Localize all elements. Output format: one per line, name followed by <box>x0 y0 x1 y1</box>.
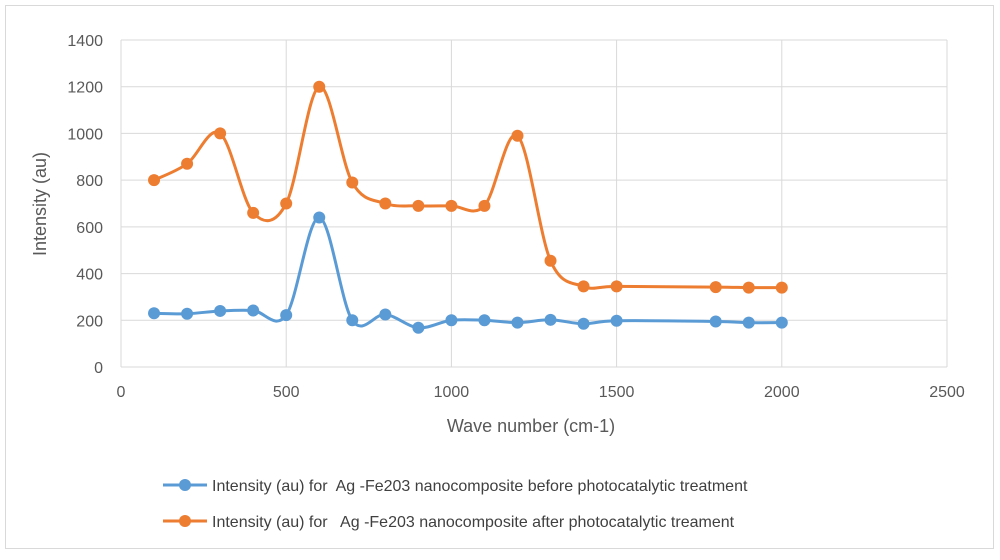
data-point <box>709 315 722 328</box>
data-point <box>610 314 623 327</box>
data-point <box>478 314 491 327</box>
data-point <box>412 199 425 212</box>
data-point <box>775 281 788 294</box>
data-point <box>709 281 722 294</box>
data-point <box>313 80 326 93</box>
data-point <box>577 280 590 293</box>
legend-marker-before <box>179 479 191 491</box>
data-point <box>478 199 491 212</box>
y-tick-label: 400 <box>76 267 103 284</box>
data-point <box>379 308 392 321</box>
y-axis-title: Intensity (au) <box>30 152 50 256</box>
data-point <box>445 314 458 327</box>
data-point <box>742 316 755 329</box>
data-point <box>412 321 425 334</box>
x-tick-label: 500 <box>273 384 300 401</box>
x-tick-label: 2500 <box>929 384 965 401</box>
y-tick-labels: 0 200 400 600 800 1000 1200 1400 <box>67 33 103 377</box>
data-point <box>280 309 293 322</box>
data-point <box>379 197 392 210</box>
legend-marker-after <box>179 515 191 527</box>
data-point <box>280 197 293 210</box>
data-point <box>346 176 359 189</box>
legend: Intensity (au) for Ag -Fe203 nanocomposi… <box>163 478 748 531</box>
data-point <box>181 157 194 170</box>
data-point <box>511 316 524 329</box>
data-point <box>214 127 227 140</box>
legend-label-after: Intensity (au) for Ag -Fe203 nanocomposi… <box>212 514 735 531</box>
data-point <box>544 313 557 326</box>
data-point <box>544 254 557 267</box>
data-point <box>610 280 623 293</box>
y-tick-label: 1200 <box>67 80 103 97</box>
series-line-1 <box>153 85 782 290</box>
data-point <box>346 314 359 327</box>
data-point <box>148 174 161 187</box>
gridlines <box>120 39 948 368</box>
y-tick-label: 200 <box>76 313 103 330</box>
y-tick-label: 1000 <box>67 126 103 143</box>
data-point <box>511 129 524 142</box>
data-point <box>577 317 590 330</box>
series-group <box>148 80 788 334</box>
data-point <box>247 206 260 219</box>
chart-frame <box>5 5 994 549</box>
x-axis-title: Wave number (cm-1) <box>447 416 615 436</box>
y-tick-label: 800 <box>76 173 103 190</box>
legend-label-before: Intensity (au) for Ag -Fe203 nanocomposi… <box>212 478 748 495</box>
data-point <box>214 304 227 317</box>
data-point <box>445 199 458 212</box>
y-tick-label: 1400 <box>67 33 103 50</box>
x-tick-label: 2000 <box>764 384 800 401</box>
data-point <box>148 307 161 320</box>
y-tick-label: 600 <box>76 220 103 237</box>
data-point <box>247 304 260 317</box>
data-point <box>742 281 755 294</box>
x-tick-label: 1500 <box>599 384 635 401</box>
data-point <box>775 316 788 329</box>
data-point <box>313 211 326 224</box>
data-point <box>181 307 194 320</box>
x-tick-labels: 0 500 1000 1500 2000 2500 <box>117 384 965 401</box>
y-tick-label: 0 <box>94 360 103 377</box>
x-tick-label: 1000 <box>434 384 470 401</box>
x-tick-label: 0 <box>117 384 126 401</box>
